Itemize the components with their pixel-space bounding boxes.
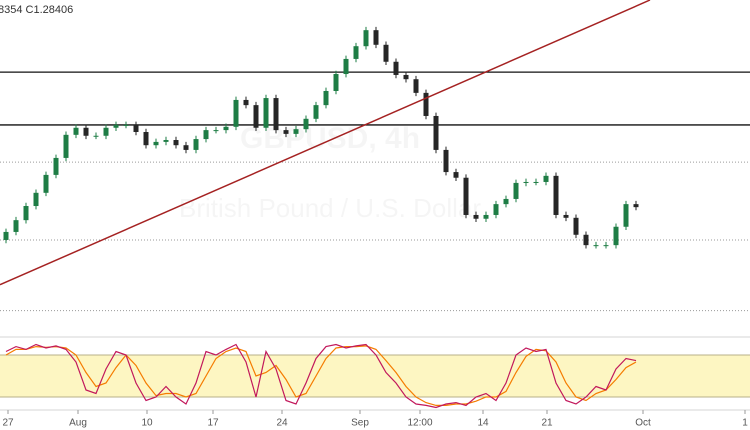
candle-body — [443, 149, 449, 173]
candle-body — [373, 30, 379, 45]
candle-body — [243, 99, 249, 106]
candle-body — [403, 74, 409, 80]
stoch-line — [5, 343, 637, 409]
candle-body — [433, 115, 439, 150]
x-tick-label: 24 — [276, 418, 288, 429]
candle-body — [33, 192, 39, 207]
candle-body — [53, 157, 59, 175]
price-pane — [0, 0, 750, 312]
candle-body — [613, 226, 619, 246]
stoch-band — [0, 355, 750, 397]
candle-body — [233, 99, 239, 127]
x-tick-label: 17 — [207, 418, 219, 429]
candle-body — [383, 44, 389, 62]
candle-body — [353, 46, 359, 59]
candle-body — [73, 127, 79, 135]
candle-body — [143, 132, 149, 146]
x-tick-label: 1 — [742, 418, 748, 429]
candle-body — [83, 127, 89, 136]
candle-body — [463, 177, 469, 215]
candle-body — [293, 129, 299, 134]
candle-body — [193, 139, 199, 150]
candle-body — [533, 181, 539, 183]
watermark-symbol: GBPUSD, 4h — [240, 122, 420, 155]
candle-body — [553, 175, 559, 215]
x-tick-label: 14 — [477, 418, 489, 429]
x-tick-label: Aug — [69, 418, 87, 429]
candle-body — [93, 135, 99, 137]
candle-body — [183, 145, 189, 150]
watermark-description: British Pound / U.S. Dollar — [179, 193, 481, 223]
candle-body — [413, 79, 419, 93]
candle-body — [23, 206, 29, 221]
x-tick-label: 12:00 — [407, 418, 432, 429]
candle-body — [103, 127, 109, 136]
candle-body — [603, 245, 609, 247]
x-tick-label: 27 — [2, 418, 14, 429]
candle-body — [543, 175, 549, 182]
candle-body — [633, 204, 639, 208]
candle-body — [253, 105, 259, 128]
candle-body — [513, 182, 519, 199]
candle-body — [593, 245, 599, 247]
candle-body — [623, 204, 629, 227]
candle-body — [393, 61, 399, 75]
candle-body — [523, 181, 529, 183]
candle-body — [313, 105, 319, 119]
candle-body — [43, 174, 49, 193]
stochastic-pane — [0, 343, 750, 409]
candle-body — [323, 90, 329, 106]
candle-body — [473, 214, 479, 219]
x-tick-label: 21 — [541, 418, 553, 429]
candle-body — [163, 140, 169, 142]
candle-body — [303, 118, 309, 130]
candle-body — [343, 58, 349, 75]
x-tick-label: 10 — [141, 418, 153, 429]
candle-body — [123, 124, 129, 126]
candle-body — [63, 134, 69, 158]
candle-body — [333, 74, 339, 91]
ohlc-readout: 8354 C1.28406 — [0, 4, 73, 16]
x-tick-label: Sep — [351, 418, 369, 429]
candle-body — [453, 172, 459, 178]
candle-body — [223, 126, 229, 131]
candle-body — [3, 231, 9, 240]
candle-body — [563, 214, 569, 218]
candle-body — [273, 98, 279, 131]
stoch-line — [5, 345, 637, 406]
candle-body — [363, 30, 369, 47]
candle-body — [13, 220, 19, 232]
trend-line — [0, 0, 651, 286]
candle-body — [133, 124, 139, 132]
watermark: GBPUSD, 4h British Pound / U.S. Dollar — [179, 122, 481, 223]
x-tick-label: Oct — [635, 418, 651, 429]
candle-body — [203, 130, 209, 140]
candle-body — [153, 141, 159, 146]
candle-body — [423, 92, 429, 116]
candle-body — [493, 204, 499, 215]
candle-body — [503, 198, 509, 205]
candle-body — [283, 130, 289, 134]
candle-body — [173, 140, 179, 146]
candle-body — [573, 217, 579, 235]
candle-body — [583, 234, 589, 246]
candle-body — [263, 98, 269, 128]
candle-body — [113, 124, 119, 128]
candle-body — [483, 214, 489, 219]
candle-body — [213, 130, 219, 132]
